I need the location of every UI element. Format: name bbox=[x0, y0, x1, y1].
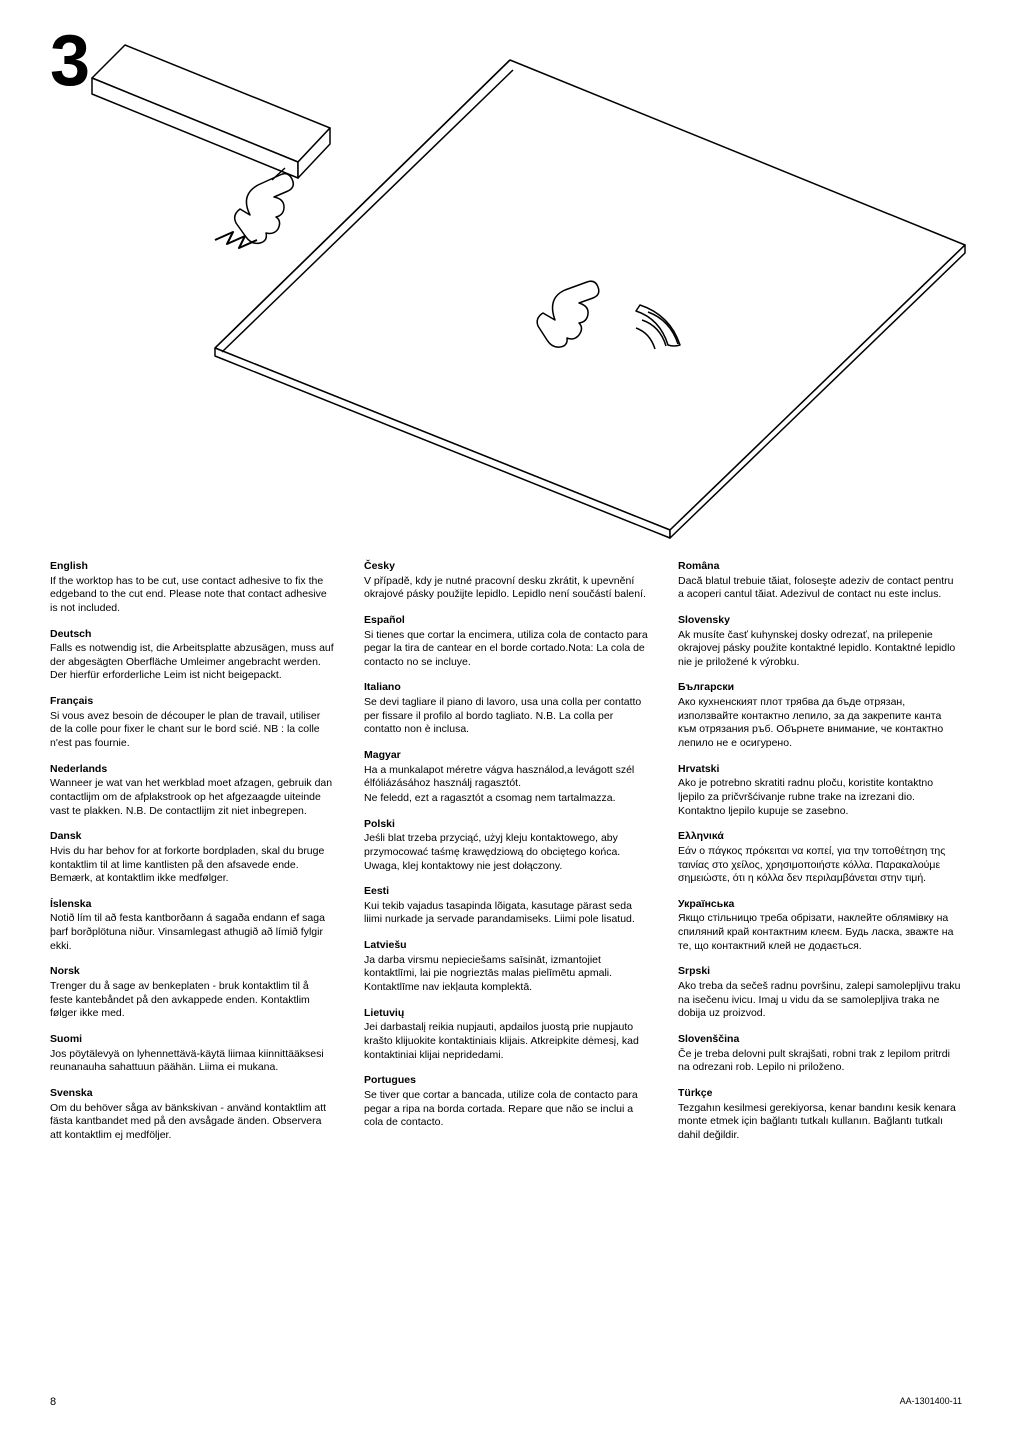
language-title: Українська bbox=[678, 898, 962, 912]
language-block: LietuviųJei darbastalį reikia nupjauti, … bbox=[364, 1007, 648, 1063]
language-title: Türkçe bbox=[678, 1087, 962, 1101]
language-block: EestiKui tekib vajadus tasapinda lõigata… bbox=[364, 885, 648, 927]
language-block: RomânaDacă blatul trebuie tăiat, foloseş… bbox=[678, 560, 962, 602]
language-body: Εάν ο πάγκος πρόκειται να κοπεί, για την… bbox=[678, 845, 962, 886]
language-body: Ha a munkalapot méretre vágva használod,… bbox=[364, 764, 648, 806]
language-block: SvenskaOm du behöver såga av bänkskivan … bbox=[50, 1087, 334, 1143]
language-block: MagyarHa a munkalapot méretre vágva hasz… bbox=[364, 749, 648, 806]
language-title: Svenska bbox=[50, 1087, 334, 1101]
language-block: SlovenskyAk musíte časť kuhynskej dosky … bbox=[678, 614, 962, 670]
language-block: EnglishIf the worktop has to be cut, use… bbox=[50, 560, 334, 616]
language-body: V případě, kdy je nutné pracovní desku z… bbox=[364, 575, 648, 602]
language-block: ΕλληνικάΕάν ο πάγκος πρόκειται να κοπεί,… bbox=[678, 830, 962, 886]
language-title: Portugues bbox=[364, 1074, 648, 1088]
language-body: Hvis du har behov for at forkorte bordpl… bbox=[50, 845, 334, 886]
language-body: Jos pöytälevyä on lyhennettävä-käytä lii… bbox=[50, 1048, 334, 1075]
language-body: Om du behöver såga av bänkskivan - använ… bbox=[50, 1102, 334, 1143]
language-title: Slovensky bbox=[678, 614, 962, 628]
language-body: Wanneer je wat van het werkblad moet afz… bbox=[50, 777, 334, 818]
language-block: ItalianoSe devi tagliare il piano di lav… bbox=[364, 681, 648, 737]
language-block: NederlandsWanneer je wat van het werkbla… bbox=[50, 763, 334, 819]
language-title: Česky bbox=[364, 560, 648, 574]
language-block: TürkçeTezgahın kesilmesi gerekiyorsa, ke… bbox=[678, 1087, 962, 1143]
language-body: Tezgahın kesilmesi gerekiyorsa, kenar ba… bbox=[678, 1102, 962, 1143]
language-body: Dacă blatul trebuie tăiat, foloseşte ade… bbox=[678, 575, 962, 602]
language-block: PortuguesSe tiver que cortar a bancada, … bbox=[364, 1074, 648, 1130]
language-block: SrpskiAko treba da sečeš radnu površinu,… bbox=[678, 965, 962, 1021]
language-body: Kui tekib vajadus tasapinda lõigata, kas… bbox=[364, 900, 648, 927]
language-body: Ak musíte časť kuhynskej dosky odrezať, … bbox=[678, 629, 962, 670]
page-number: 8 bbox=[50, 1396, 56, 1408]
language-block: УкраїнськаЯкщо стільницю треба обрізати,… bbox=[678, 898, 962, 954]
language-title: English bbox=[50, 560, 334, 574]
language-title: Español bbox=[364, 614, 648, 628]
language-body: Якщо стільницю треба обрізати, наклейте … bbox=[678, 912, 962, 953]
language-title: Polski bbox=[364, 818, 648, 832]
language-body: Se devi tagliare il piano di lavoro, usa… bbox=[364, 696, 648, 737]
language-body: Jei darbastalį reikia nupjauti, apdailos… bbox=[364, 1021, 648, 1062]
document-id: AA-1301400-11 bbox=[900, 1396, 962, 1408]
language-body: Si tienes que cortar la encimera, utiliz… bbox=[364, 629, 648, 670]
language-title: Srpski bbox=[678, 965, 962, 979]
language-title: Magyar bbox=[364, 749, 648, 763]
language-body: Ja darba virsmu nepieciešams saīsināt, i… bbox=[364, 954, 648, 995]
language-block: LatviešuJa darba virsmu nepieciešams saī… bbox=[364, 939, 648, 995]
language-title: Dansk bbox=[50, 830, 334, 844]
language-title: Nederlands bbox=[50, 763, 334, 777]
language-body: Ако кухненският плот трябва да бъде отря… bbox=[678, 696, 962, 751]
language-block: FrançaisSi vous avez besoin de découper … bbox=[50, 695, 334, 751]
language-block: DeutschFalls es notwendig ist, die Arbei… bbox=[50, 628, 334, 684]
worktop-illustration bbox=[0, 0, 1012, 540]
language-body: Ako treba da sečeš radnu površinu, zalep… bbox=[678, 980, 962, 1021]
language-block: EspañolSi tienes que cortar la encimera,… bbox=[364, 614, 648, 670]
language-body: Se tiver que cortar a bancada, utilize c… bbox=[364, 1089, 648, 1130]
language-body: Jeśli blat trzeba przyciąć, użyj kleju k… bbox=[364, 832, 648, 873]
language-title: Lietuvių bbox=[364, 1007, 648, 1021]
language-title: Ελληνικά bbox=[678, 830, 962, 844]
language-title: Français bbox=[50, 695, 334, 709]
language-body: If the worktop has to be cut, use contac… bbox=[50, 575, 334, 616]
language-title: Suomi bbox=[50, 1033, 334, 1047]
language-body: Si vous avez besoin de découper le plan … bbox=[50, 710, 334, 751]
language-block: SlovenščinaČe je treba delovni pult skra… bbox=[678, 1033, 962, 1075]
language-block: HrvatskiAko je potrebno skratiti radnu p… bbox=[678, 763, 962, 819]
page-footer: 8 AA-1301400-11 bbox=[50, 1396, 962, 1408]
language-block: ČeskyV případě, kdy je nutné pracovní de… bbox=[364, 560, 648, 602]
language-block: ÍslenskaNotið lím til að festa kantborða… bbox=[50, 898, 334, 954]
language-title: Български bbox=[678, 681, 962, 695]
language-body: Trenger du å sage av benkeplaten - bruk … bbox=[50, 980, 334, 1021]
language-title: Latviešu bbox=[364, 939, 648, 953]
language-block: PolskiJeśli blat trzeba przyciąć, użyj k… bbox=[364, 818, 648, 874]
language-title: Slovenščina bbox=[678, 1033, 962, 1047]
language-block: SuomiJos pöytälevyä on lyhennettävä-käyt… bbox=[50, 1033, 334, 1075]
language-title: Íslenska bbox=[50, 898, 334, 912]
language-title: Româna bbox=[678, 560, 962, 574]
language-title: Hrvatski bbox=[678, 763, 962, 777]
illustration-area: 3 bbox=[0, 0, 1012, 540]
language-body: Falls es notwendig ist, die Arbeitsplatt… bbox=[50, 642, 334, 683]
language-body: Ako je potrebno skratiti radnu ploču, ko… bbox=[678, 777, 962, 818]
language-title: Norsk bbox=[50, 965, 334, 979]
language-title: Deutsch bbox=[50, 628, 334, 642]
language-block: БългарскиАко кухненският плот трябва да … bbox=[678, 681, 962, 750]
language-title: Italiano bbox=[364, 681, 648, 695]
language-title: Eesti bbox=[364, 885, 648, 899]
language-columns: EnglishIf the worktop has to be cut, use… bbox=[50, 560, 962, 1150]
language-body: Če je treba delovni pult skrajšati, robn… bbox=[678, 1048, 962, 1075]
language-block: DanskHvis du har behov for at forkorte b… bbox=[50, 830, 334, 886]
language-block: NorskTrenger du å sage av benkeplaten - … bbox=[50, 965, 334, 1021]
language-body: Notið lím til að festa kantborðann á sag… bbox=[50, 912, 334, 953]
